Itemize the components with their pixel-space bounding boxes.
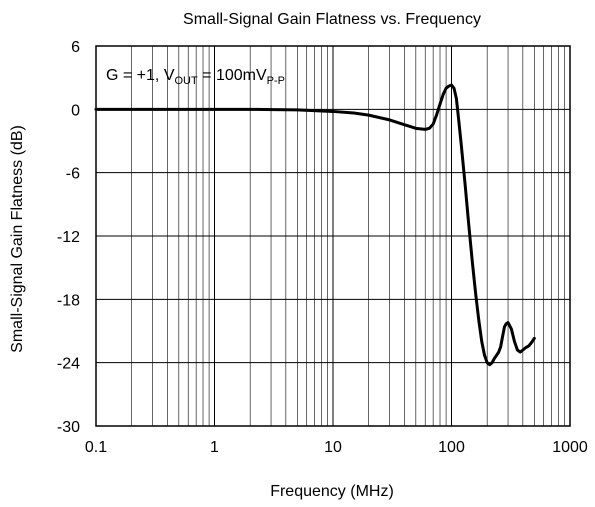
annotation-sub-out: OUT xyxy=(174,75,198,87)
y-tick-label: -12 xyxy=(57,229,80,246)
x-tick-label: 10 xyxy=(324,439,342,456)
x-tick-label: 100 xyxy=(438,439,465,456)
annotation-sub-pp: P-P xyxy=(267,75,285,87)
y-tick-label: 6 xyxy=(71,39,80,56)
x-tick-label: 1 xyxy=(210,439,219,456)
chart-title: Small-Signal Gain Flatness vs. Frequency xyxy=(183,11,481,28)
y-tick-label: -30 xyxy=(57,419,80,436)
x-tick-label: 1000 xyxy=(552,439,588,456)
plot-frame xyxy=(95,45,571,427)
series-line xyxy=(94,83,536,367)
y-tick-labels: -30 -24 -18 -12 -6 0 6 xyxy=(57,39,80,436)
y-tick-label: -6 xyxy=(66,166,80,183)
x-tick-label: 0.1 xyxy=(85,439,107,456)
y-tick-label: -18 xyxy=(57,292,80,309)
annotation-mid: = 100mV xyxy=(198,67,267,84)
annotation: G = +1, VOUT = 100mVP-P xyxy=(106,67,285,87)
x-axis-label: Frequency (MHz) xyxy=(270,483,394,500)
x-tick-labels: 0.1 1 10 100 1000 xyxy=(85,439,588,456)
y-axis-label: Small-Signal Gain Flatness (dB) xyxy=(9,125,26,353)
y-tick-label: -24 xyxy=(57,356,80,373)
y-tick-label: 0 xyxy=(71,102,80,119)
annotation-main: G = +1, V xyxy=(106,67,175,84)
